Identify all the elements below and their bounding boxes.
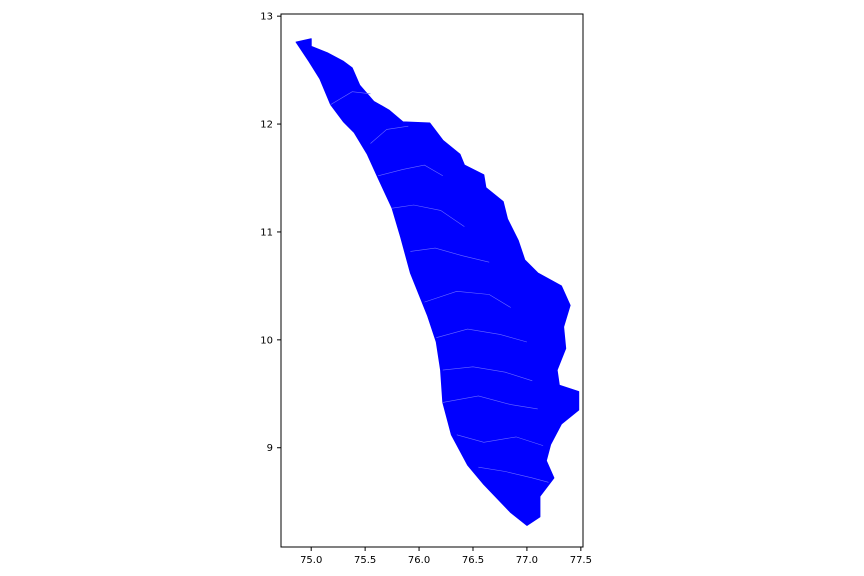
district-boundary (410, 247, 490, 263)
x-tick-label: 75.5 (354, 555, 376, 566)
axes-frame (280, 13, 584, 548)
district-boundary (442, 366, 533, 382)
district-boundary (330, 91, 371, 105)
x-tick-label: 75.0 (300, 555, 322, 566)
y-tick-label: 13 (260, 12, 273, 23)
region-shape (295, 38, 580, 526)
y-tick-label: 11 (260, 227, 273, 238)
district-boundary (478, 466, 549, 483)
x-tick-label: 77.0 (516, 555, 538, 566)
district-boundary (456, 434, 544, 446)
y-tick-label: 10 (260, 335, 273, 346)
district-boundary (436, 328, 527, 343)
x-axis: 75.0 75.5 76.0 76.5 77.0 77.5 (300, 547, 592, 566)
x-tick-label: 76.5 (462, 555, 484, 566)
y-tick-label: 9 (267, 443, 273, 454)
district-boundary (378, 164, 443, 177)
district-boundary (442, 395, 538, 410)
district-boundary (370, 125, 409, 144)
district-boundary (392, 204, 465, 227)
x-tick-label: 76.0 (408, 555, 430, 566)
map-layer (295, 38, 580, 526)
x-tick-label: 77.5 (570, 555, 592, 566)
district-boundary (424, 290, 511, 308)
y-tick-label: 12 (260, 120, 273, 131)
y-axis: 9 10 11 12 13 (260, 12, 281, 454)
